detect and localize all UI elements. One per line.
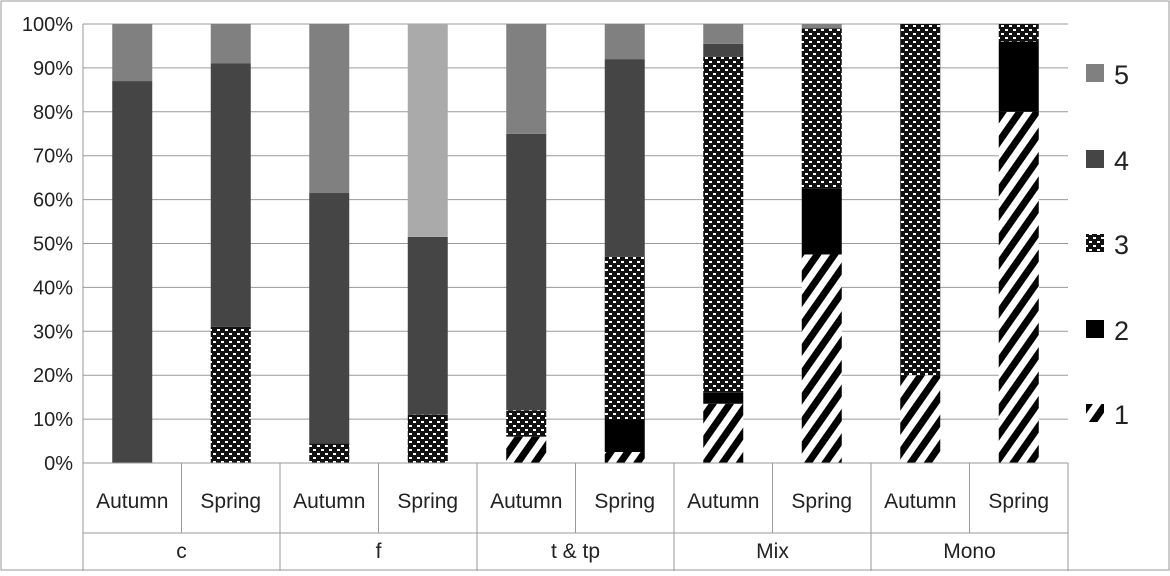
x-category-label: Autumn bbox=[687, 490, 759, 513]
y-axis-ticks: 0% 10% 20% 30% 40% 50% 60% 70% 80% 90% 100% bbox=[22, 14, 73, 475]
y-tick-label: 10% bbox=[33, 409, 73, 431]
x-axis-labels: Autumn Spring Autumn Spring Autumn Spring Autu… bbox=[96, 490, 1049, 563]
bar-segment-4 bbox=[703, 43, 744, 57]
y-tick-label: 70% bbox=[33, 146, 73, 168]
bar-segment-5 bbox=[604, 24, 645, 60]
legend-swatch-3 bbox=[1086, 234, 1104, 252]
bar-segment-3 bbox=[506, 410, 547, 437]
legend: 5 4 3 2 1 bbox=[1086, 60, 1129, 430]
x-group-label: Mono bbox=[943, 540, 996, 563]
bar-segment-1 bbox=[801, 254, 842, 463]
x-category-label: Autumn bbox=[96, 490, 168, 513]
bar-segment-1 bbox=[900, 375, 941, 463]
x-category-label: Autumn bbox=[490, 490, 562, 513]
bar-segment-1 bbox=[604, 452, 645, 463]
bar-segment-2 bbox=[998, 41, 1039, 112]
x-category-label: Spring bbox=[594, 490, 655, 513]
y-tick-label: 30% bbox=[33, 321, 73, 343]
bar-segment-4 bbox=[309, 193, 350, 444]
legend-label-4: 4 bbox=[1114, 146, 1129, 176]
bar-segment-2 bbox=[604, 419, 645, 453]
y-tick-label: 80% bbox=[33, 102, 73, 124]
x-category-label: Spring bbox=[791, 490, 852, 513]
bar-segment-4 bbox=[604, 59, 645, 257]
bar-segment-5 bbox=[801, 24, 842, 29]
y-tick-label: 50% bbox=[33, 234, 73, 256]
bar-segment-4 bbox=[112, 81, 153, 463]
bar-segment-1 bbox=[703, 403, 744, 463]
y-tick-label: 100% bbox=[22, 14, 73, 36]
bar-segment-5 bbox=[703, 24, 744, 44]
bar-segment-1 bbox=[998, 111, 1039, 464]
x-group-label: f bbox=[376, 540, 382, 563]
x-category-label: Autumn bbox=[293, 490, 365, 513]
bar-segment-3 bbox=[407, 414, 448, 463]
bar-segment-1 bbox=[506, 436, 547, 463]
x-category-label: Spring bbox=[200, 490, 261, 513]
x-category-label: Autumn bbox=[884, 490, 956, 513]
bar-segment-4 bbox=[506, 133, 547, 411]
y-tick-label: 90% bbox=[33, 58, 73, 80]
bar-segment-5 bbox=[309, 24, 350, 194]
y-tick-label: 40% bbox=[33, 277, 73, 299]
x-category-label: Spring bbox=[988, 490, 1049, 513]
y-tick-label: 20% bbox=[33, 365, 73, 387]
x-group-label: Mix bbox=[756, 540, 789, 563]
legend-label-3: 3 bbox=[1114, 230, 1129, 260]
bars bbox=[112, 24, 1039, 464]
bar-segment-3 bbox=[801, 28, 842, 189]
x-group-label: c bbox=[176, 540, 187, 563]
legend-label-5: 5 bbox=[1114, 60, 1129, 90]
x-group-label: t & tp bbox=[551, 540, 600, 563]
bar-segment-4 bbox=[407, 236, 448, 415]
legend-label-2: 2 bbox=[1114, 316, 1129, 346]
bar-segment-3 bbox=[998, 24, 1039, 42]
bar-segment-3 bbox=[900, 24, 941, 376]
legend-swatch-5 bbox=[1086, 64, 1104, 82]
x-category-label: Spring bbox=[397, 490, 458, 513]
bar-segment-5 bbox=[506, 24, 547, 134]
bar-segment-3 bbox=[604, 256, 645, 420]
legend-swatch-1 bbox=[1086, 404, 1104, 422]
bar-segment-3 bbox=[210, 326, 251, 463]
bar-segment-3 bbox=[309, 443, 350, 463]
legend-swatch-4 bbox=[1086, 150, 1104, 168]
bar-segment-3 bbox=[703, 56, 744, 393]
bar-segment-4 bbox=[210, 63, 251, 327]
bar-segment-5 bbox=[112, 24, 153, 82]
bar-segment-5 bbox=[210, 24, 251, 64]
bar-segment-2 bbox=[703, 392, 744, 404]
legend-swatch-2 bbox=[1086, 320, 1104, 338]
y-tick-label: 60% bbox=[33, 190, 73, 212]
y-tick-label: 0% bbox=[44, 453, 73, 475]
bar-segment-5 bbox=[407, 24, 448, 237]
bar-segment-2 bbox=[801, 188, 842, 255]
legend-label-1: 1 bbox=[1114, 400, 1129, 430]
